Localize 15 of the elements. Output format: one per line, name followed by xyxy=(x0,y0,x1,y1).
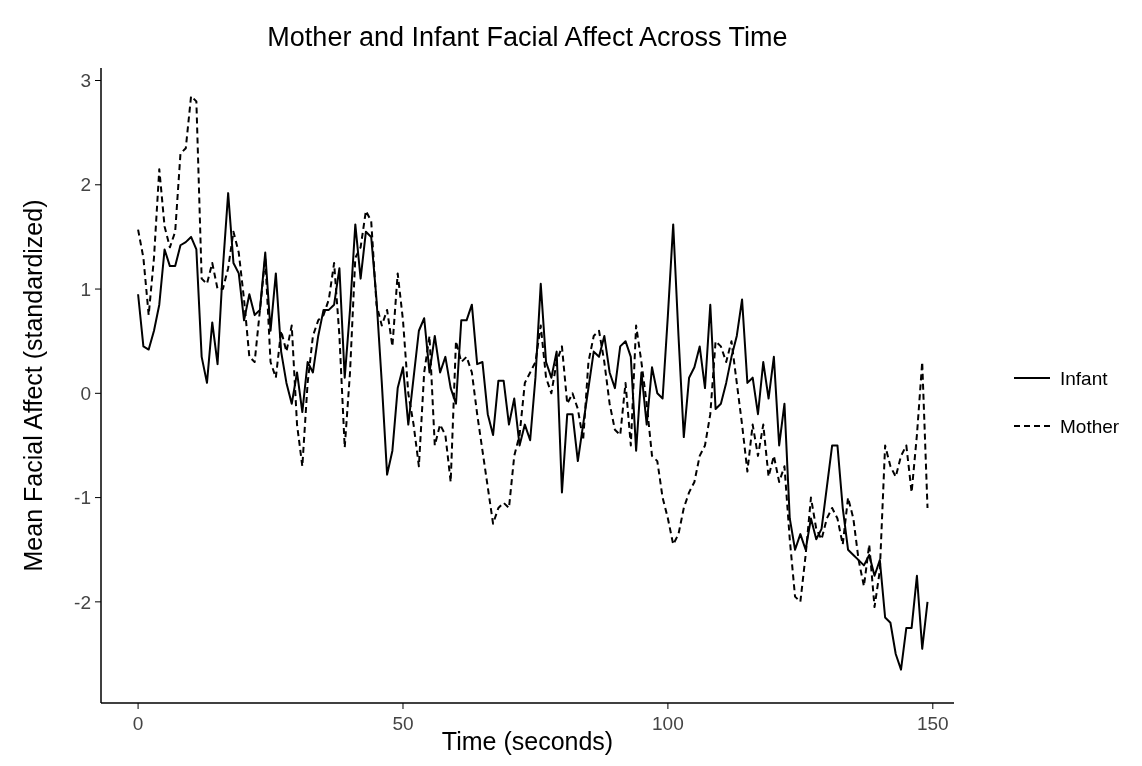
y-tick-label: 2 xyxy=(80,174,91,196)
x-axis-title: Time (seconds) xyxy=(441,727,614,755)
x-tick-label: 0 xyxy=(132,713,144,734)
y-tick-label: 1 xyxy=(80,278,91,300)
x-tick-label: 100 xyxy=(652,713,684,734)
y-tick-label: -2 xyxy=(74,591,91,613)
y-axis-title: Mean Facial Affect (standardized) xyxy=(19,199,47,572)
legend-label: Mother xyxy=(1060,415,1120,437)
y-tick-label: -1 xyxy=(74,487,91,509)
y-tick-label: 0 xyxy=(80,382,91,404)
chart-title: Mother and Infant Facial Affect Across Time xyxy=(267,22,788,52)
legend-label: Infant xyxy=(1060,367,1109,389)
y-tick-label: 3 xyxy=(80,70,91,92)
x-tick-label: 150 xyxy=(916,713,949,734)
x-tick-label: 50 xyxy=(392,713,414,734)
